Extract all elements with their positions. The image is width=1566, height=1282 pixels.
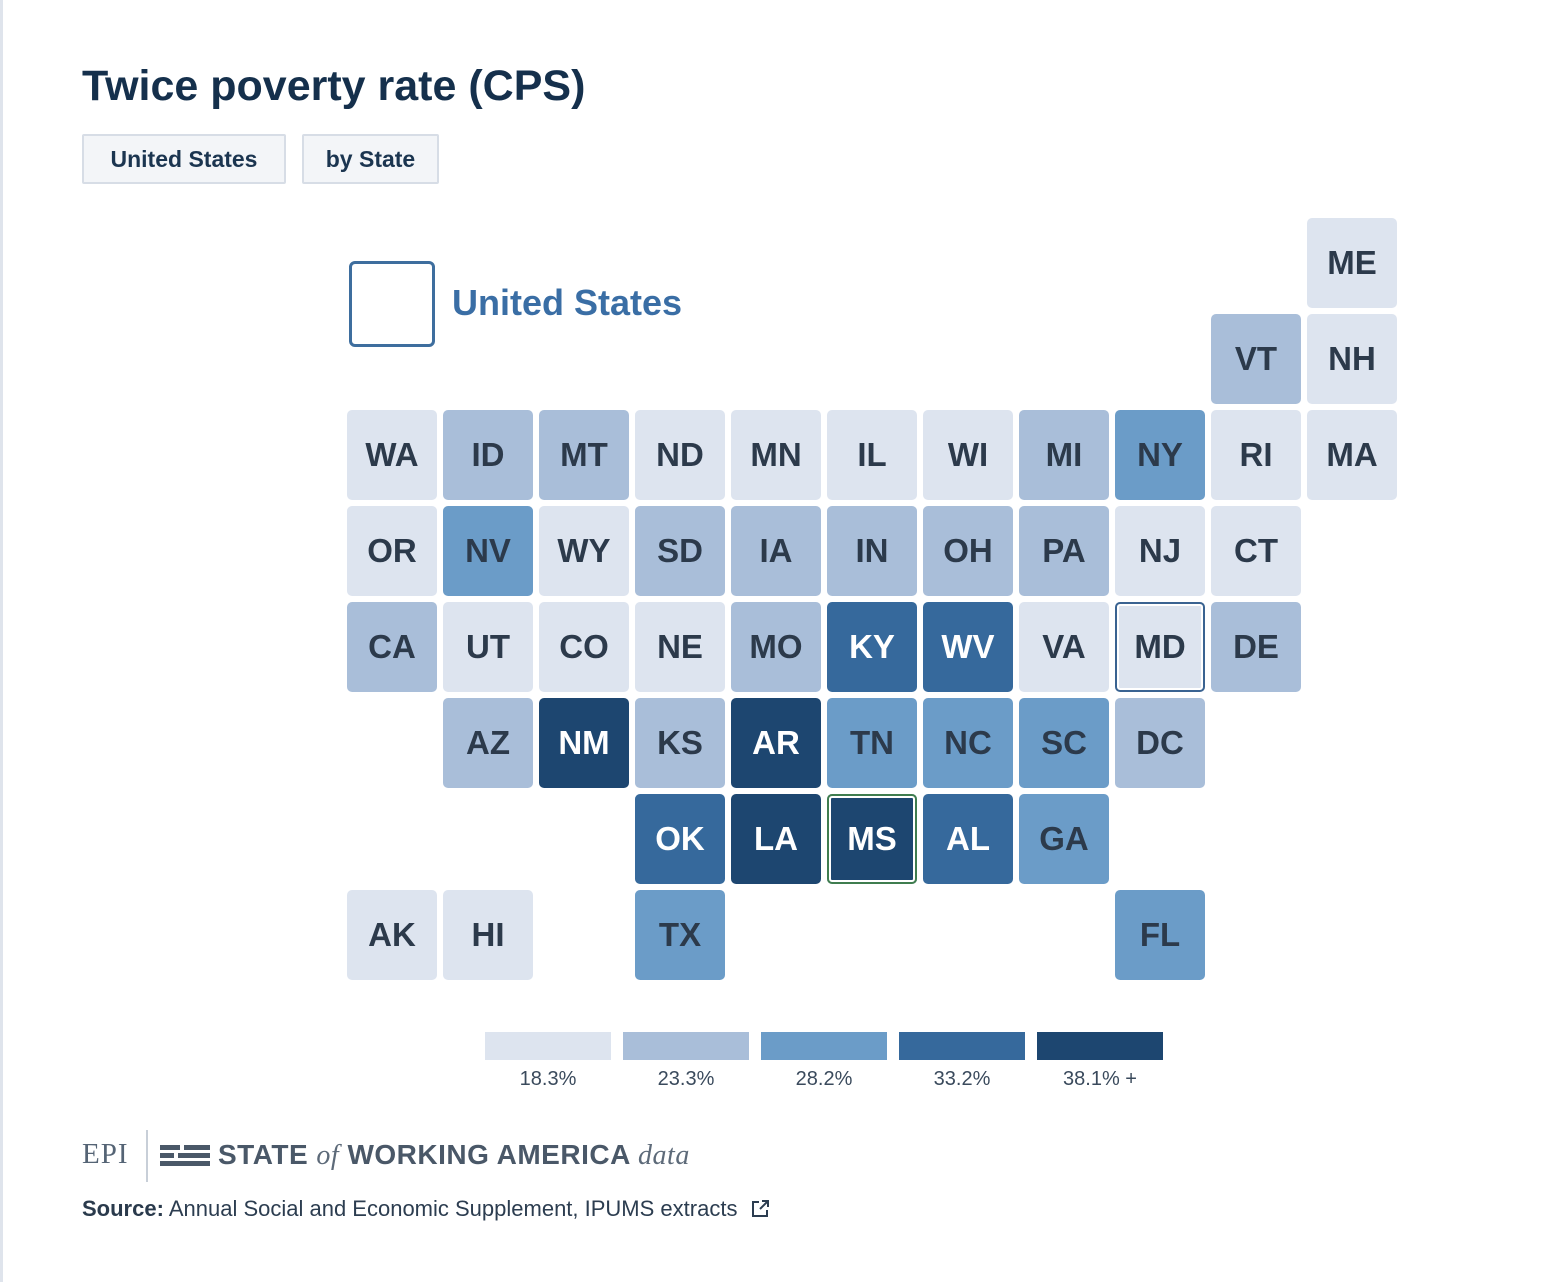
- state-tile-mi[interactable]: MI: [1019, 410, 1109, 500]
- epi-logo: EPI: [82, 1138, 129, 1170]
- brand-data: data: [638, 1140, 690, 1171]
- state-tile-ny[interactable]: NY: [1115, 410, 1205, 500]
- state-tile-id[interactable]: ID: [443, 410, 533, 500]
- state-tile-ks[interactable]: KS: [635, 698, 725, 788]
- swa-logo-icon: [160, 1145, 210, 1166]
- legend-swatch-1: [485, 1032, 611, 1060]
- state-tile-ak[interactable]: AK: [347, 890, 437, 980]
- state-tile-wv[interactable]: WV: [923, 602, 1013, 692]
- state-tile-nv[interactable]: NV: [443, 506, 533, 596]
- state-tile-mt[interactable]: MT: [539, 410, 629, 500]
- legend-swatch-3: [761, 1032, 887, 1060]
- state-tile-nd[interactable]: ND: [635, 410, 725, 500]
- state-tile-oh[interactable]: OH: [923, 506, 1013, 596]
- state-tile-il[interactable]: IL: [827, 410, 917, 500]
- state-tile-va[interactable]: VA: [1019, 602, 1109, 692]
- state-tile-az[interactable]: AZ: [443, 698, 533, 788]
- state-tile-ne[interactable]: NE: [635, 602, 725, 692]
- state-tile-nm[interactable]: NM: [539, 698, 629, 788]
- state-tile-nj[interactable]: NJ: [1115, 506, 1205, 596]
- state-tile-sd[interactable]: SD: [635, 506, 725, 596]
- state-tile-al[interactable]: AL: [923, 794, 1013, 884]
- state-tile-tx[interactable]: TX: [635, 890, 725, 980]
- state-tile-mo[interactable]: MO: [731, 602, 821, 692]
- state-tile-nc[interactable]: NC: [923, 698, 1013, 788]
- state-tile-wa[interactable]: WA: [347, 410, 437, 500]
- state-tile-vt[interactable]: VT: [1211, 314, 1301, 404]
- state-tile-hi[interactable]: HI: [443, 890, 533, 980]
- state-tile-fl[interactable]: FL: [1115, 890, 1205, 980]
- tab-united-states[interactable]: United States: [82, 134, 286, 184]
- state-tile-ut[interactable]: UT: [443, 602, 533, 692]
- external-link-icon[interactable]: [750, 1199, 770, 1219]
- source-link[interactable]: Annual Social and Economic Supplement, I…: [168, 1196, 738, 1221]
- state-tile-de[interactable]: DE: [1211, 602, 1301, 692]
- footer-divider: [146, 1130, 148, 1182]
- selection-label: United States: [452, 282, 683, 323]
- state-tile-ri[interactable]: RI: [1211, 410, 1301, 500]
- state-tile-ma[interactable]: MA: [1307, 410, 1397, 500]
- source-line: Source: Annual Social and Economic Suppl…: [82, 1196, 770, 1222]
- state-tile-wy[interactable]: WY: [539, 506, 629, 596]
- state-tile-in[interactable]: IN: [827, 506, 917, 596]
- legend-swatch-4: [899, 1032, 1025, 1060]
- brand-working-america: WORKING AMERICA: [347, 1139, 630, 1170]
- state-tile-wi[interactable]: WI: [923, 410, 1013, 500]
- state-tile-ca[interactable]: CA: [347, 602, 437, 692]
- legend-label-2: 23.3%: [657, 1068, 715, 1090]
- state-tile-ar[interactable]: AR: [731, 698, 821, 788]
- legend-swatch-2: [623, 1032, 749, 1060]
- state-tile-pa[interactable]: PA: [1019, 506, 1109, 596]
- brand-state: STATE: [218, 1139, 309, 1170]
- left-border: [0, 0, 3, 1282]
- state-tile-dc[interactable]: DC: [1115, 698, 1205, 788]
- swa-brand: STATE of WORKING AMERICA data: [218, 1139, 690, 1172]
- state-tile-nh[interactable]: NH: [1307, 314, 1397, 404]
- united-states-selector[interactable]: [349, 261, 435, 347]
- legend-label-1: 18.3%: [519, 1068, 577, 1090]
- state-tile-ok[interactable]: OK: [635, 794, 725, 884]
- state-tile-or[interactable]: OR: [347, 506, 437, 596]
- chart-title: Twice poverty rate (CPS): [82, 62, 586, 110]
- source-label: Source:: [82, 1196, 164, 1221]
- state-tile-co[interactable]: CO: [539, 602, 629, 692]
- state-tile-mn[interactable]: MN: [731, 410, 821, 500]
- state-tile-md[interactable]: MD: [1115, 602, 1205, 692]
- state-tile-me[interactable]: ME: [1307, 218, 1397, 308]
- tab-by-state[interactable]: by State: [302, 134, 439, 184]
- state-tile-ct[interactable]: CT: [1211, 506, 1301, 596]
- state-tile-ky[interactable]: KY: [827, 602, 917, 692]
- state-tile-ms[interactable]: MS: [827, 794, 917, 884]
- brand-of: of: [316, 1140, 340, 1171]
- state-tile-sc[interactable]: SC: [1019, 698, 1109, 788]
- legend-label-3: 28.2%: [795, 1068, 853, 1090]
- state-tile-ga[interactable]: GA: [1019, 794, 1109, 884]
- legend-label-4: 33.2%: [933, 1068, 991, 1090]
- legend-swatch-5: [1037, 1032, 1163, 1060]
- state-tile-tn[interactable]: TN: [827, 698, 917, 788]
- state-tile-ia[interactable]: IA: [731, 506, 821, 596]
- legend-label-5: 38.1% +: [1063, 1068, 1137, 1090]
- state-tile-la[interactable]: LA: [731, 794, 821, 884]
